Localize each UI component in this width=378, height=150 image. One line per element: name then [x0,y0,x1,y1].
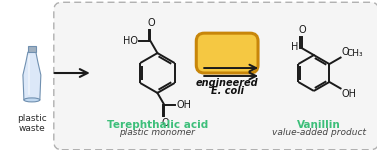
Text: O: O [147,18,155,28]
Text: plastic
waste: plastic waste [17,114,47,133]
Text: plastic monomer: plastic monomer [119,128,195,137]
Text: CH₃: CH₃ [347,49,363,58]
Text: O: O [342,46,349,57]
Ellipse shape [24,98,40,102]
Text: O: O [299,25,306,35]
FancyBboxPatch shape [54,2,378,150]
Text: HO: HO [124,36,138,46]
Text: engineered: engineered [196,78,259,88]
FancyBboxPatch shape [196,33,258,73]
Text: Vanillin: Vanillin [297,120,341,130]
Text: Terephthalic acid: Terephthalic acid [107,120,208,130]
Text: E. coli: E. coli [211,86,244,96]
Text: H: H [291,42,299,52]
Text: OH: OH [177,100,191,110]
Text: OH: OH [342,89,356,99]
Polygon shape [28,46,36,52]
Text: value-added product: value-added product [272,128,366,137]
Polygon shape [23,52,41,100]
Text: O: O [161,118,169,128]
